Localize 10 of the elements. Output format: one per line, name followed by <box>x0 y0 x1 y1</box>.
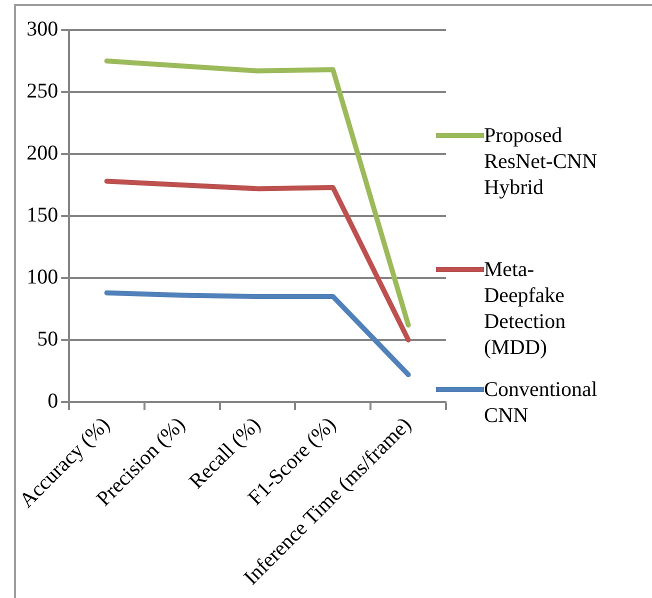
y-tick-label: 150 <box>26 202 58 226</box>
y-tick-label: 0 <box>48 388 58 412</box>
y-tick-label: 250 <box>26 78 58 103</box>
legend-label: Proposed ResNet-CNN Hybrid <box>484 122 598 200</box>
y-tick-label: 200 <box>26 140 58 164</box>
y-tick-label: 100 <box>26 264 58 288</box>
legend-label: Conventional CNN <box>484 376 598 428</box>
y-tick-label: 50 <box>37 326 58 350</box>
legend-label: Meta-Deepfake Detection (MDD) <box>484 256 567 360</box>
y-tick-label: 300 <box>26 16 58 41</box>
